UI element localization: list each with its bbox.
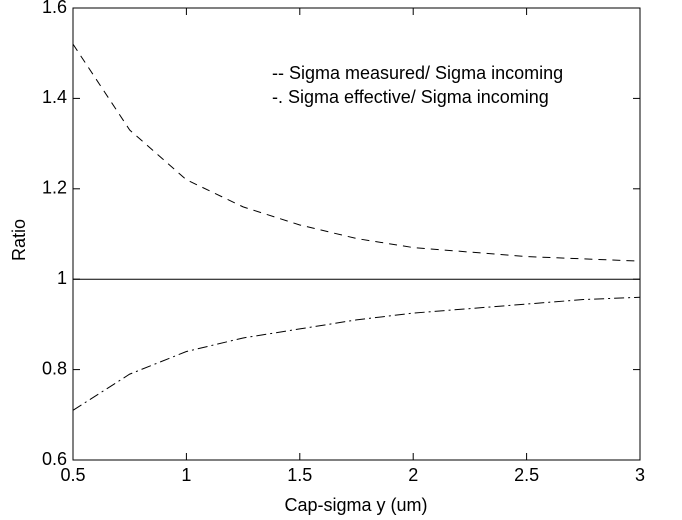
y-tick-label: 1.6: [42, 0, 67, 17]
plot-frame: [72, 7, 641, 461]
y-tick-label: 1.4: [42, 87, 67, 107]
x-tick-label: 1: [181, 465, 191, 485]
y-tick-label: 1.2: [42, 178, 67, 198]
y-axis-label: Ratio: [9, 219, 29, 261]
series-line: [72, 43, 641, 262]
legend-entry: -. Sigma effective/ Sigma incoming: [272, 87, 549, 107]
y-tick-label: 1: [57, 268, 67, 288]
legend-entry: -- Sigma measured/ Sigma incoming: [272, 63, 563, 83]
x-tick-label: 2.5: [514, 465, 539, 485]
x-tick-label: 1.5: [287, 465, 312, 485]
x-tick-label: 2: [408, 465, 418, 485]
y-tick-label: 0.6: [42, 449, 67, 469]
x-tick-label: 3: [635, 465, 645, 485]
series-line: [72, 296, 641, 411]
y-tick-label: 0.8: [42, 358, 67, 378]
x-axis-label: Cap-sigma y (um): [284, 495, 427, 515]
x-tick-label: 0.5: [60, 465, 85, 485]
